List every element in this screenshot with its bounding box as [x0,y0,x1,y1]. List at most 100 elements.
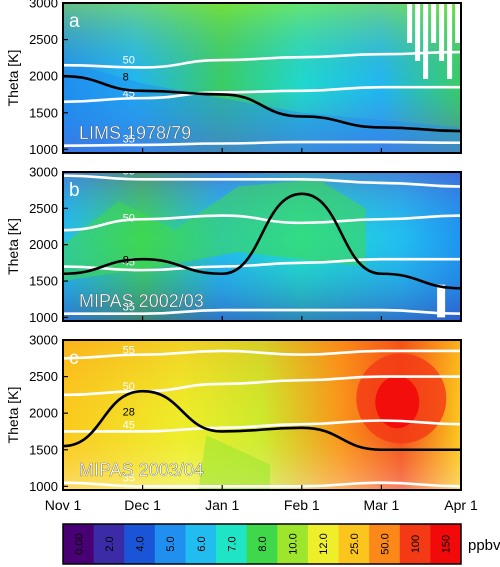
x-tick-label: Nov 1 [45,497,82,513]
y-tick-label: 2500 [29,32,58,47]
white-contour-label: 50 [123,54,135,66]
white-contour-35 [63,140,461,147]
plot-frame [62,2,462,154]
colorbar-swatch [307,524,340,564]
white-contour-35 [63,308,461,316]
missing-data-streak [423,3,429,79]
colorbar-label: 25.0 [349,533,361,554]
colorbar-swatch [185,524,217,564]
y-tick-label: 1000 [29,310,58,325]
colorbar-label: 6.0 [196,536,208,551]
white-contour-label: 50 [123,381,135,393]
x-axis: Nov 1 Dec 1 Jan 1 Feb 1 Mar 1 Apr 1 [45,497,478,513]
white-contour-label: 35 [123,473,135,485]
colorbar-label: 2.0 [104,536,116,551]
missing-data-streak [415,3,421,61]
colorbar-swatch [277,524,309,564]
panel-letter: a [69,11,80,32]
white-contour-55 [63,349,461,360]
colorbar-swatch [246,524,278,564]
y-tick-label: 1500 [29,274,58,289]
missing-data-streak [463,3,468,61]
white-contour-label: 55 [123,165,135,177]
white-contour-label: 55 [123,344,135,356]
colorbar-label: 4.0 [135,536,147,551]
colorbar-label: 100 [410,535,422,553]
colorbar-label: 8.0 [257,536,269,551]
black-contour-label: 8 [123,254,129,266]
black-contour-label: 28 [123,407,135,419]
white-contour-35 [63,481,461,488]
white-contour-label: 35 [123,133,135,145]
colorbar-unit: ppbv [468,537,500,554]
panel-letter: b [69,180,80,201]
y-tick-label: 3000 [29,333,58,348]
y-axis-label: Theta [K] [5,50,21,107]
black-contour-8 [63,192,461,290]
colorbar-swatch [338,524,370,564]
y-tick-label: 3000 [29,165,58,180]
y-tick-label: 1500 [29,105,58,120]
white-contour-50 [63,214,461,232]
white-contour-45 [63,419,461,433]
dataset-label: MIPAS 2003/04 [79,460,204,480]
white-contour-label: 50 [123,213,135,225]
white-contour-45 [63,85,461,104]
colorbar-swatch [399,524,431,564]
low-region [198,435,270,490]
y-axis-label: Theta [K] [5,387,21,444]
colorbar-swatch [430,524,462,564]
black-contour-28 [63,389,461,452]
colorbar-swatch [124,524,156,564]
max-core [375,376,420,429]
y-tick-label: 2500 [29,201,58,216]
x-tick-label: Mar 1 [364,497,400,513]
colorbar-label: 5.0 [165,536,177,551]
colorbar-frame [62,523,462,565]
missing-data-streak [439,3,445,61]
white-contour-50 [63,375,461,397]
colorbar: 0.00 2.0 4.0 5.0 6.0 7.0 8.0 10.0 12.0 25.0 50.0 10… [62,523,500,565]
colorbar-swatch [154,524,186,564]
y-tick-label: 3000 [29,0,58,11]
colorbar-label: 7.0 [226,536,238,551]
high-region [63,179,366,282]
x-tick-label: Apr 1 [444,497,478,513]
plot-frame [62,171,462,322]
y-tick-label: 2000 [29,406,58,421]
y-tick-label: 2500 [29,369,58,384]
y-tick-label: 1000 [29,142,58,157]
y-tick-label: 2000 [29,237,58,252]
colorbar-label: 10.0 [288,533,300,554]
colorbar-label: 12.0 [318,533,330,554]
colorbar-label: 50.0 [379,533,391,554]
colorbar-label: 150 [441,535,453,553]
white-contour-label: 35 [123,302,135,314]
y-tick-label: 2000 [29,69,58,84]
black-contour-label: 8 [123,71,129,83]
black-contour-8 [63,74,461,133]
x-tick-label: Dec 1 [124,497,161,513]
white-contour-55 [63,174,461,188]
y-tick-label: 1500 [29,442,58,457]
missing-data-streak [431,3,437,43]
missing-data-streak [437,284,446,318]
missing-data-streak [455,3,461,43]
colorbar-label: 0.00 [73,533,85,554]
y-axis-label: Theta [K] [5,218,21,275]
x-tick-label: Jan 1 [205,497,239,513]
panel-c: 55 50 45 35 28 1000 1500 2000 2500 3000 Theta [K] c… [5,333,462,494]
missing-data-streak [447,3,453,79]
dataset-label: MIPAS 2002/03 [79,291,204,311]
colorbar-swatch [63,524,95,564]
white-contour-50 [63,50,461,69]
white-contour-label: 45 [123,419,135,431]
missing-data-streak [407,3,413,43]
panel-letter: c [69,348,79,369]
y-tick-label: 1000 [29,479,58,494]
colorbar-swatch [93,524,125,564]
dataset-label: LIMS 1978/79 [79,123,191,143]
